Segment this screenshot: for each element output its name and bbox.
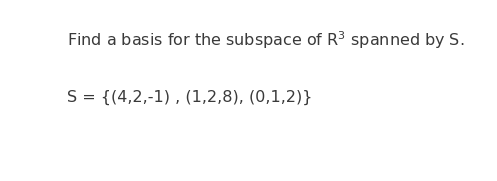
Text: S = {(4,2,-1) , (1,2,8), (0,1,2)}: S = {(4,2,-1) , (1,2,8), (0,1,2)}: [67, 90, 313, 105]
Text: Find a basis for the subspace of $\mathregular{R}^3$ spanned by S.: Find a basis for the subspace of $\mathr…: [67, 29, 465, 51]
